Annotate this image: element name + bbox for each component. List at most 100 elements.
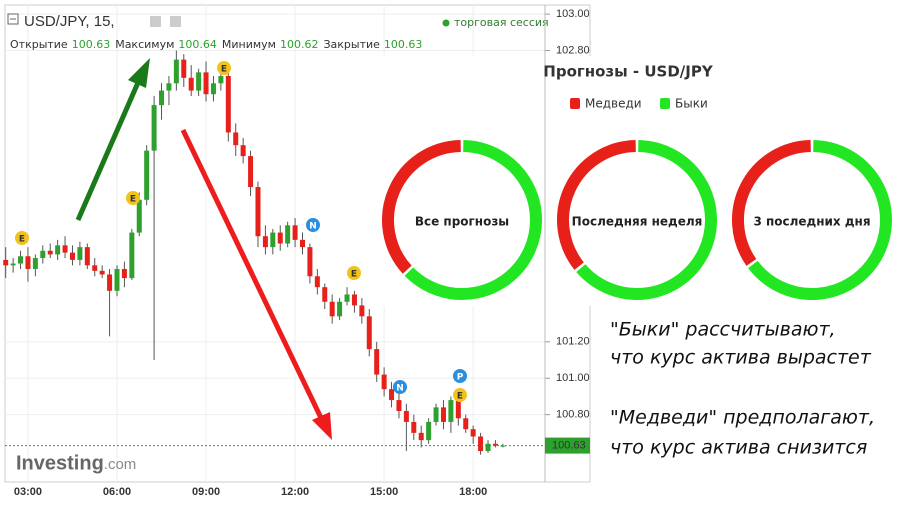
candle-body xyxy=(314,276,320,288)
candle-body xyxy=(307,247,313,277)
legend-icon xyxy=(570,98,580,109)
candle-body xyxy=(40,250,46,259)
symbol: USD/JPY, 15, xyxy=(24,13,115,30)
watermark: Investing xyxy=(16,452,104,474)
candle-body xyxy=(492,443,498,446)
candle-body xyxy=(403,410,409,422)
event-marker xyxy=(306,218,320,232)
candle-body xyxy=(25,256,31,269)
event-marker xyxy=(453,369,467,383)
candle-body xyxy=(470,429,476,437)
candle-body xyxy=(225,76,231,133)
stat-label: Максимум xyxy=(115,38,174,51)
candle-body xyxy=(181,59,187,78)
candle-body xyxy=(270,232,276,248)
event-label: E xyxy=(130,195,136,205)
watermark: .com xyxy=(104,456,137,473)
event-label: E xyxy=(19,235,25,245)
x-tick-label: 15:00 xyxy=(370,486,398,498)
candle-body xyxy=(114,268,120,291)
candle-body xyxy=(47,250,53,255)
candle-body xyxy=(292,225,298,240)
stat-label: Закрытие xyxy=(323,38,380,51)
candle-body xyxy=(485,443,491,452)
candle-body xyxy=(210,83,216,95)
settings-icon[interactable] xyxy=(150,16,161,27)
x-tick-label: 18:00 xyxy=(459,486,487,498)
y-tick-label: 103.00 xyxy=(556,8,590,20)
x-tick-label: 06:00 xyxy=(103,486,131,498)
candle-body xyxy=(240,145,246,157)
candle-body xyxy=(344,294,350,302)
legend-icon xyxy=(660,98,670,109)
candle-body xyxy=(448,400,454,422)
candle-body xyxy=(478,436,484,452)
candle-body xyxy=(188,77,194,91)
event-marker xyxy=(126,191,140,205)
candle-body xyxy=(262,236,268,248)
stat-value: 100.63 xyxy=(72,38,111,51)
event-marker xyxy=(347,266,361,280)
x-tick-label: 12:00 xyxy=(281,486,309,498)
candle-body xyxy=(359,305,365,317)
candle-body xyxy=(196,72,202,91)
candle-body xyxy=(3,259,9,266)
event-label: P xyxy=(457,373,464,383)
candle-body xyxy=(173,59,179,84)
candle-body xyxy=(121,268,127,279)
candle-body xyxy=(218,76,224,84)
event-label: N xyxy=(396,384,404,394)
stat-value: 100.63 xyxy=(384,38,423,51)
settings-icon[interactable] xyxy=(170,16,181,27)
candle-body xyxy=(381,374,387,390)
candle-body xyxy=(396,400,402,411)
x-tick-label: 03:00 xyxy=(14,486,42,498)
candle-body xyxy=(337,301,343,317)
stat-label: Открытие xyxy=(10,38,68,51)
candle-body xyxy=(440,407,446,422)
event-label: N xyxy=(309,222,317,232)
candle-body xyxy=(389,389,395,401)
donut-label: Все прогнозы xyxy=(415,215,509,229)
x-tick-label: 09:00 xyxy=(192,486,220,498)
candle-body xyxy=(374,349,380,375)
event-label: E xyxy=(351,270,357,280)
candle-body xyxy=(77,247,83,260)
candle-body xyxy=(300,239,305,248)
last-price-label: 100.63 xyxy=(552,439,586,451)
candle-body xyxy=(18,256,24,264)
session: торговая сессия xyxy=(454,16,549,29)
donut-segment xyxy=(576,140,717,300)
candle-body xyxy=(32,258,38,269)
y-tick-label: 100.80 xyxy=(556,409,590,421)
candle-body xyxy=(463,418,469,430)
candle-body xyxy=(166,83,172,91)
candle-body xyxy=(99,270,105,275)
candle-body xyxy=(285,225,291,244)
note: что курс актива снизится xyxy=(610,437,867,459)
down-arrow xyxy=(180,128,325,422)
donut-segment xyxy=(748,140,892,300)
legend-label: Медведи xyxy=(585,97,642,111)
event-marker xyxy=(217,61,231,75)
candle-body xyxy=(329,301,335,317)
candle-body xyxy=(455,400,461,419)
donut-segment xyxy=(557,140,636,270)
candle-body xyxy=(107,274,113,291)
candle-body xyxy=(418,432,424,441)
candle-body xyxy=(84,247,90,266)
candle-body xyxy=(233,132,239,146)
y-tick-label: 101.00 xyxy=(556,372,590,384)
candle-body xyxy=(351,294,357,306)
candle-body xyxy=(55,245,61,255)
candle-body xyxy=(277,232,283,244)
y-tick-label: 102.80 xyxy=(556,44,590,56)
candle-body xyxy=(255,187,261,237)
note: "Медведи" предполагают, xyxy=(610,407,875,429)
candle-body xyxy=(136,199,142,233)
donut-title: Прогнозы - USD/JPY xyxy=(543,63,714,81)
session-dot xyxy=(442,19,450,27)
y-tick-label: 101.20 xyxy=(556,336,590,348)
stat-label: Минимум xyxy=(222,38,276,51)
donut-label: Последняя неделя xyxy=(572,215,703,229)
